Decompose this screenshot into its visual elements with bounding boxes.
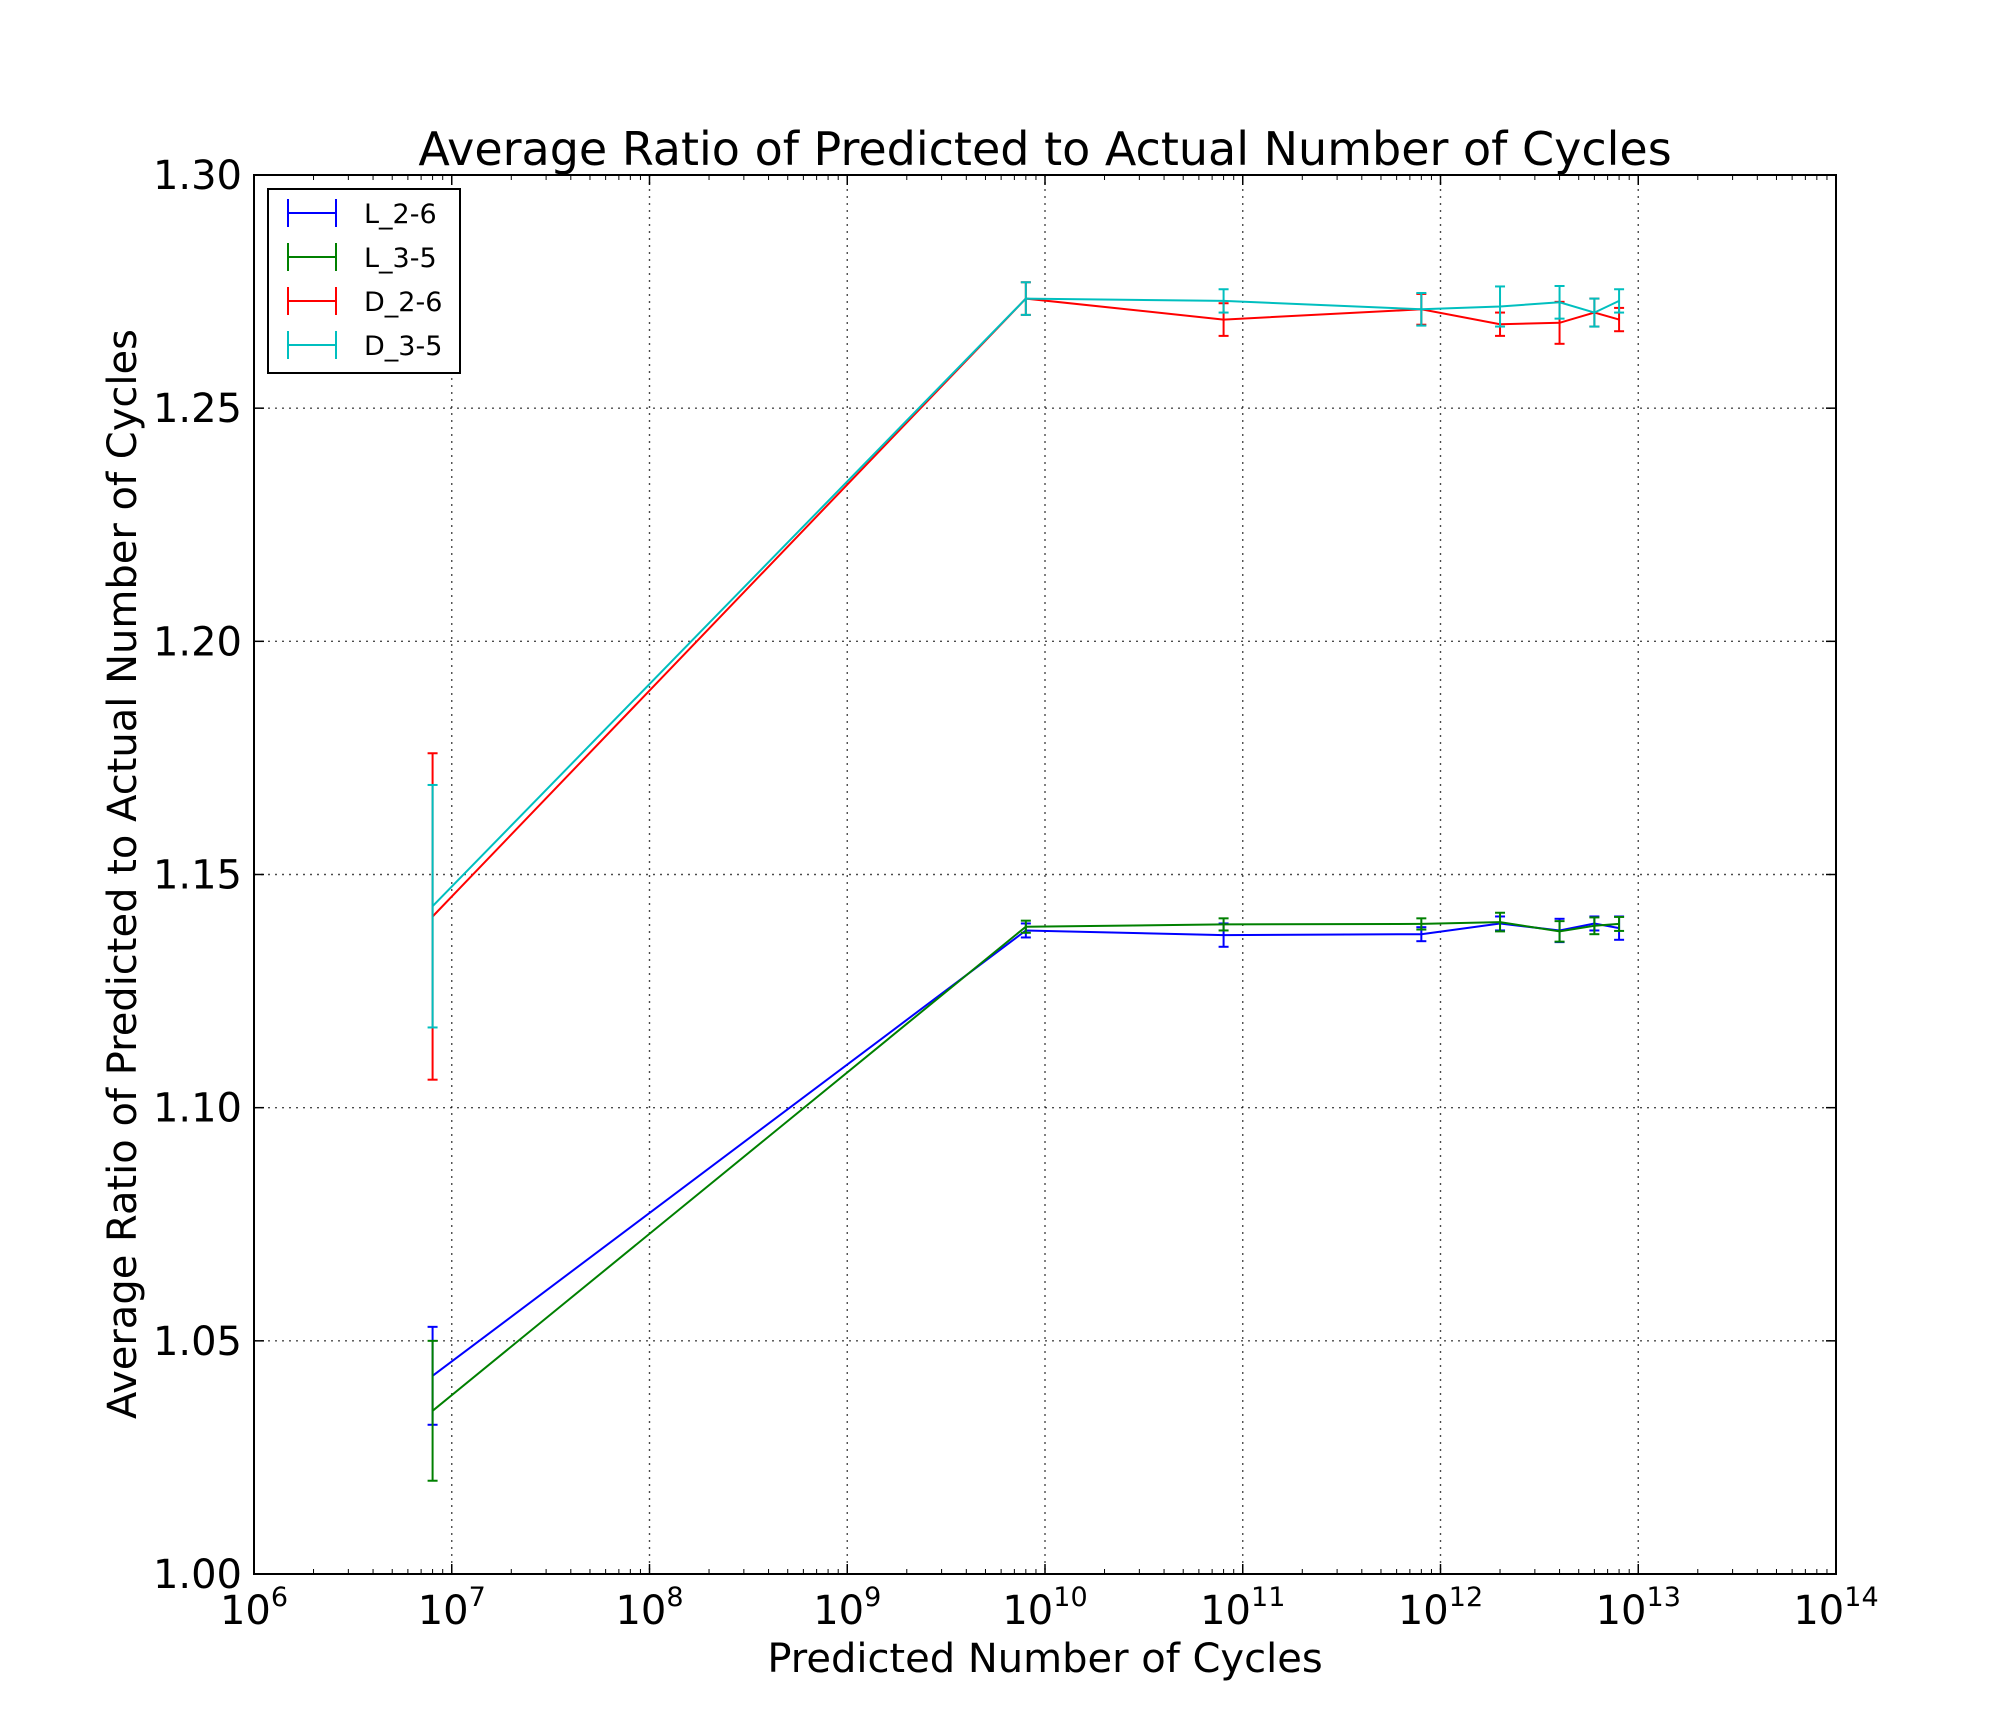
x-tick-label: 1012 [1398, 1582, 1483, 1634]
series-line [431, 297, 1620, 907]
chart-title: Average Ratio of Predicted to Actual Num… [418, 122, 1671, 176]
legend-label: D_3-5 [364, 331, 442, 362]
series-line [431, 297, 1620, 918]
axis-ticks: 1.00 1.05 1.10 1.15 1.20 1.25 1.30 106 107 108 109… [153, 153, 1879, 1634]
series-D_2-6 [427, 281, 1625, 1081]
y-tick-label: 1.05 [153, 1319, 242, 1365]
x-tick-label: 107 [418, 1582, 486, 1634]
y-tick-label: 1.15 [153, 853, 242, 899]
x-tick-label: 108 [615, 1582, 683, 1634]
series-line [431, 922, 1620, 1377]
legend-label: D_2-6 [364, 287, 442, 318]
x-tick-label: 1014 [1793, 1582, 1878, 1634]
series-line [431, 921, 1620, 1412]
y-tick-label: 1.25 [153, 386, 242, 432]
x-axis-label: Predicted Number of Cycles [767, 1636, 1322, 1682]
y-tick-label: 1.30 [153, 153, 242, 199]
series-layer [427, 281, 1625, 1482]
series-L_3-5 [427, 911, 1625, 1482]
series-L_2-6 [427, 915, 1625, 1426]
series-D_3-5 [427, 281, 1625, 1029]
x-tick-label: 1013 [1596, 1582, 1681, 1634]
y-axis-label: Average Ratio of Predicted to Actual Num… [100, 329, 146, 1419]
x-tick-label: 106 [220, 1582, 288, 1634]
x-tick-label: 109 [813, 1582, 881, 1634]
x-tick-label: 1010 [1002, 1582, 1087, 1634]
grid-lines [254, 175, 1836, 1574]
x-tick-label: 1011 [1200, 1582, 1285, 1634]
legend: L_2-6 L_3-5 D_2-6 D_3-5 [267, 188, 461, 374]
legend-label: L_3-5 [364, 243, 437, 274]
y-tick-label: 1.10 [153, 1086, 242, 1132]
y-tick-label: 1.00 [153, 1552, 242, 1598]
legend-box [267, 188, 461, 374]
legend-label: L_2-6 [364, 199, 437, 230]
y-tick-label: 1.20 [153, 619, 242, 665]
